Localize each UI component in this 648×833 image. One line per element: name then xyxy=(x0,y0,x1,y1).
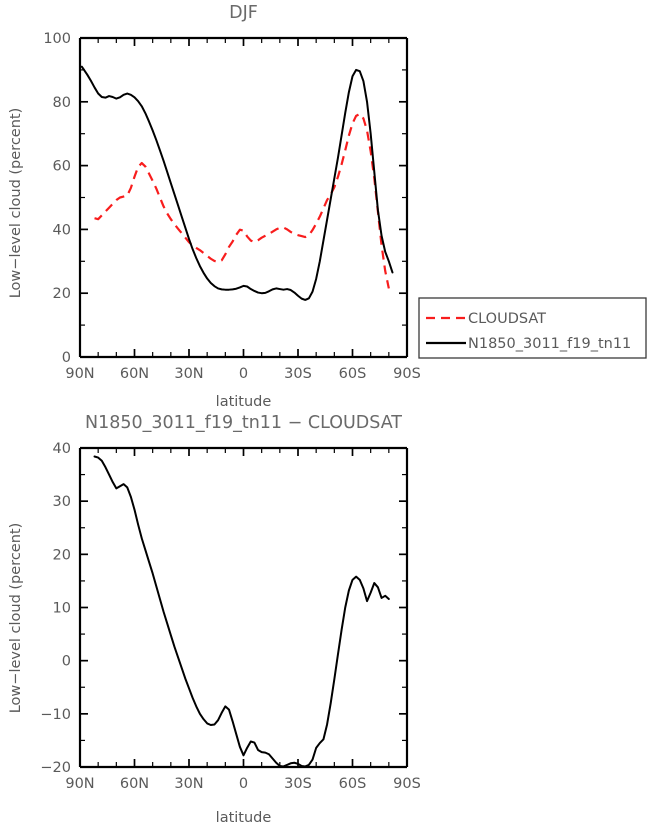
y-tick-label: −20 xyxy=(40,760,71,776)
y-tick-label: 100 xyxy=(43,31,71,47)
x-tick-label: 0 xyxy=(239,366,248,382)
x-tick-label: 90N xyxy=(65,366,94,382)
bottom-axis-ticks xyxy=(79,447,408,768)
y-tick-label: 0 xyxy=(62,350,71,366)
bottom-y-axis-label: Low−level cloud (percent) xyxy=(8,523,24,714)
x-tick-label: 30N xyxy=(174,366,203,382)
x-tick-label: 30S xyxy=(284,776,312,792)
top-x-axis-label: latitude xyxy=(216,394,272,410)
y-tick-label: 40 xyxy=(53,441,71,457)
legend-label-cloudsat: CLOUDSAT xyxy=(468,311,546,327)
bottom-plot-frame xyxy=(78,446,409,769)
y-tick-label: 80 xyxy=(53,95,71,111)
legend-label-model: N1850_3011_f19_tn11 xyxy=(468,336,631,352)
bottom-data-series xyxy=(93,455,390,768)
y-tick-label: 40 xyxy=(53,222,71,238)
y-tick-label: 60 xyxy=(53,159,71,175)
x-tick-label: 90N xyxy=(65,776,94,792)
y-tick-label: 30 xyxy=(53,494,71,510)
y-tick-label: 20 xyxy=(53,547,71,563)
top-y-axis-label: Low−level cloud (percent) xyxy=(8,108,24,299)
x-tick-label: 60S xyxy=(339,776,367,792)
top-panel-title: DJF xyxy=(229,3,258,23)
bottom-panel-title: N1850_3011_f19_tn11 − CLOUDSAT xyxy=(85,413,402,433)
bottom-tick-labels: 90N 60N 30N 0 30S 60S 90S −20 −10 0 10 20 30 40 xyxy=(40,441,420,792)
x-tick-label: 30S xyxy=(284,366,312,382)
panel-bottom: N1850_3011_f19_tn11 − CLOUDSAT Low−level… xyxy=(8,413,421,826)
y-tick-label: 10 xyxy=(53,601,71,617)
x-tick-label: 0 xyxy=(239,776,248,792)
x-tick-label: 60N xyxy=(120,366,149,382)
x-tick-label: 60S xyxy=(339,366,367,382)
series-line xyxy=(94,112,390,289)
x-tick-label: 90S xyxy=(393,776,421,792)
top-data-series xyxy=(80,65,394,301)
x-tick-label: 90S xyxy=(393,366,421,382)
top-axis-ticks xyxy=(79,37,408,358)
legend[interactable]: CLOUDSAT N1850_3011_f19_tn11 xyxy=(418,297,647,359)
legend-frame xyxy=(418,297,647,359)
top-tick-labels: 90N 60N 30N 0 30S 60S 90S 0 20 40 60 80 100 xyxy=(43,31,421,382)
series-line xyxy=(80,65,394,301)
y-tick-label: 20 xyxy=(53,286,71,302)
x-tick-label: 60N xyxy=(120,776,149,792)
panel-top: DJF Low−level cloud (percent) latitude 9… xyxy=(8,3,421,410)
bottom-x-axis-label: latitude xyxy=(216,810,272,826)
top-plot-frame xyxy=(78,36,409,359)
x-tick-label: 30N xyxy=(174,776,203,792)
y-tick-label: 0 xyxy=(62,654,71,670)
series-line xyxy=(93,455,390,768)
y-tick-label: −10 xyxy=(40,707,71,723)
